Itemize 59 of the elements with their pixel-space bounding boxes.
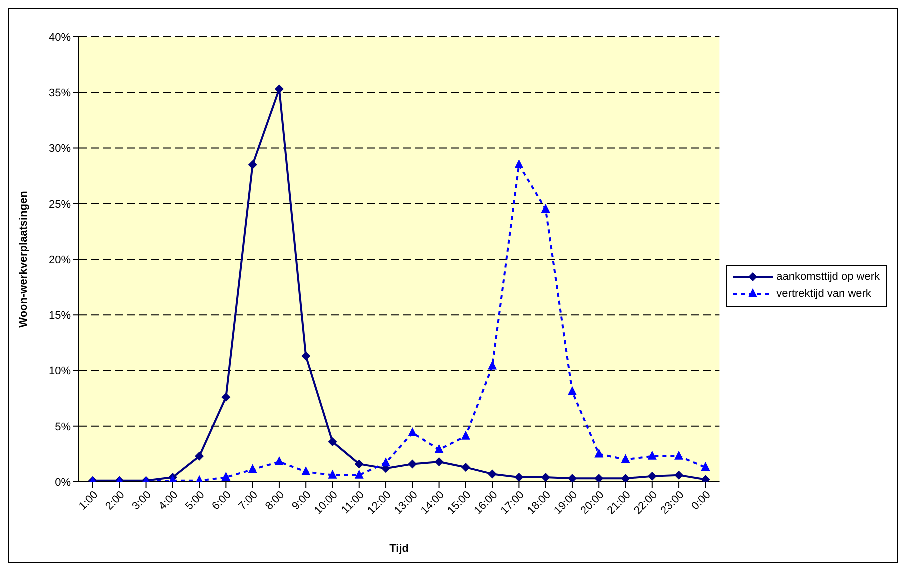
point [382, 458, 391, 467]
x-tick-label: 7:00 [236, 489, 260, 513]
point [274, 456, 284, 466]
point [541, 473, 550, 482]
point [648, 472, 657, 481]
x-tick-label: 0:00 [690, 489, 714, 513]
y-tick-label: 25% [48, 198, 72, 211]
legend-label: aankomsttijd op werk [776, 271, 880, 283]
x-tick-label: 3:00 [130, 489, 154, 513]
point [408, 428, 418, 437]
point [354, 460, 364, 469]
point [328, 470, 338, 479]
point [541, 204, 550, 213]
point [488, 470, 498, 479]
point [674, 450, 684, 460]
point [248, 464, 258, 474]
point [488, 360, 498, 370]
legend-label: vertrektijd van werk [776, 288, 872, 300]
point [434, 457, 444, 466]
point [648, 450, 657, 460]
y-tick-label: 15% [48, 310, 72, 322]
point [195, 452, 204, 461]
y-tick-label: 5% [55, 421, 72, 434]
point [568, 386, 577, 396]
point [248, 160, 258, 170]
point [594, 448, 604, 458]
y-tick-label: 0% [55, 476, 72, 489]
point [621, 454, 630, 464]
point [222, 392, 231, 402]
point [514, 159, 524, 168]
x-axis-title: Tijd [390, 543, 410, 555]
y-axis-title: Woon-werkverplaatsingen [18, 190, 30, 328]
x-tick-label: 1:00 [77, 489, 101, 513]
x-tick-label: 4:00 [156, 489, 181, 513]
point [594, 474, 604, 482]
y-tick-label: 30% [48, 143, 72, 156]
point [354, 470, 364, 479]
point [461, 463, 470, 472]
y-tick-label: 35% [48, 88, 72, 100]
y-tick-label: 40% [48, 32, 72, 44]
x-tick-label: 9:00 [290, 489, 314, 513]
point [674, 470, 684, 480]
point [302, 466, 311, 476]
point [514, 473, 524, 482]
x-tick-label: 6:00 [210, 489, 234, 513]
point [222, 472, 231, 482]
point [302, 352, 311, 361]
point [328, 437, 338, 446]
x-tick-label: 5:00 [184, 489, 208, 513]
point [701, 462, 710, 472]
point [461, 430, 470, 440]
point [274, 84, 284, 94]
point [621, 474, 630, 482]
y-tick-label: 20% [48, 254, 72, 266]
point [434, 444, 444, 454]
x-tick-label: 8:00 [263, 489, 288, 513]
point [408, 460, 418, 469]
y-tick-label: 10% [48, 366, 72, 378]
point [568, 474, 577, 482]
